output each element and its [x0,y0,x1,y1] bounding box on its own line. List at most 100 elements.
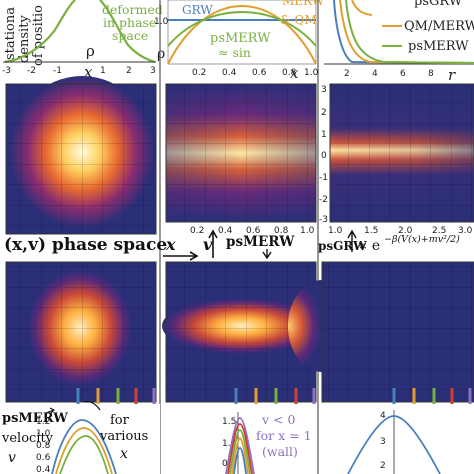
tick-label: 0 [321,151,327,161]
deformed-annotation-2: in phase [103,15,156,30]
heatmap-right-frame [329,83,474,223]
heatmap-left [5,76,157,235]
tick-label: 0.2 [192,68,206,78]
tick-label: 3 [321,85,327,95]
legend-qm-merw: QM/MERW [404,19,474,34]
x-label-left: x [84,63,93,81]
heatmap-lower-right [288,261,474,403]
bottom-left-curve-green [59,435,109,474]
top-left-plot: stationa density of positio deformed in … [2,0,163,81]
tick-label: 2.0 [398,226,413,236]
heatmap-right: 3 2 1 0 -1 -2 -3 1.0 1.5 2.0 2.5 3.0 [319,83,474,236]
top-right-x-ticks: 2 4 6 8 [344,69,434,79]
heatmap-left-frame [5,83,157,235]
v-arrow-label: v [203,235,213,254]
bottom-right-y-ticks: 4 3 2 [380,411,386,471]
psmerw-density-curve-top-left [4,0,156,64]
tick-label: 2 [126,66,132,76]
x-label-middle: x [290,64,299,82]
heatmap-lower-right-frame [321,261,474,403]
psmerw-curve-right [345,0,474,64]
tick-label: 1.2 [36,417,50,427]
bottom-left-curve-orange [55,427,113,474]
psmerw-caption: psMERW [226,234,295,250]
legend-swoosh [351,0,373,16]
tick-label: 0.6 [36,453,51,463]
tick-label: 0.6 [252,68,267,78]
heatmap-lower-left-frame [5,261,157,403]
bottom-left-y-ticks: 1.2 1.0 0.8 0.6 0.4 [36,417,51,474]
tick-label: -1 [53,66,62,76]
approx-sin-annotation: ≈ sin [218,45,251,60]
wall-note: v < 0 [261,412,295,427]
qm-merw-curve-right [339,0,474,64]
tick-label: 0.4 [218,226,233,236]
heatmap-right-x-ticks: 1.0 1.5 2.0 2.5 3.0 [328,226,473,236]
x-arrow-icon [163,251,199,261]
for-various-label-2: various [99,429,148,444]
stationary-density-label-2: density [17,15,32,63]
heatmap-middle-x-ticks: 0.2 0.4 0.6 0.8 1.0 [190,226,315,236]
pointer-arrow-icon [45,407,56,415]
legend-psmerw: psMERW [408,39,469,54]
tick-label: 4 [380,411,386,421]
heatmap-right-grid [330,84,474,222]
proportional-formula: ∝ e [358,238,380,254]
tick-label: 1.0 [36,429,51,439]
tick-label: 1.0 [328,226,343,236]
deformed-annotation-3: space [112,28,148,43]
stationary-density-label-3: of positio [31,5,46,66]
tick-label: 0.4 [36,465,51,474]
stationary-density-label: stationa [3,7,18,60]
tick-label: 6 [400,69,406,79]
heatmap-lower-right-grid [322,262,474,402]
psmerw-velocity-title: psMERW [2,411,68,426]
tick-label: 2 [321,108,327,118]
qm-merw-curve [167,4,317,65]
bottom-left-curve-blue [51,419,117,474]
bottom-right-plot: 4 3 2 [319,404,474,474]
tick-label: -3 [319,215,328,225]
tick-label: -2 [319,195,328,205]
tick-label: 4 [372,69,378,79]
y-tick-middle: 1.0 [154,17,169,27]
legend-psgrw: psGRW [414,0,463,9]
bottom-left-plot: psMERW velocity v 1.2 1.0 0.8 0.6 0.4 fo… [0,400,160,474]
tick-label: 0.6 [246,226,261,236]
rho-label-left: ρ [86,42,95,60]
tick-label: -3 [2,66,11,76]
wall-note-3: (wall) [262,444,298,459]
tick-label: 2 [344,69,350,79]
psmerw-curve-middle [167,10,317,47]
tick-label: -2 [27,66,36,76]
tick-label: 1.5 [364,226,378,236]
tick-label: 1 [100,66,106,76]
tick-label: 2.5 [432,226,446,236]
tick-label: 1.5 [222,417,236,427]
for-various-label: for [110,413,130,428]
tick-label: 3 [380,437,386,447]
velocity-label: velocity [1,431,54,446]
tick-label: 0.8 [274,226,289,236]
tick-label: 0.2 [190,226,204,236]
deformed-annotation: deformed [102,2,163,17]
caption-row: (x,v) phase space x v psMERW psGRW ∝ e −… [4,229,460,261]
legend-qm: & QM [280,13,317,27]
tick-label: 2 [380,461,386,471]
top-middle-plot: GRW MERW & QM psMERW ≈ sin ρ 1.0 x 0.2 0… [154,0,325,82]
pointer-curve-icon [83,400,101,411]
top-middle-x-ticks: 0.2 0.4 0.6 0.8 1.0 [192,68,319,78]
bottom-middle-curve-green [229,429,251,474]
rho-label-middle: ρ [157,46,165,62]
heatmap-middle: 0.2 0.4 0.6 0.8 1.0 [165,83,317,236]
psgrw-curve [333,0,474,64]
tick-label: 3.0 [458,226,473,236]
r-label: r [448,66,456,84]
heatmap-right-y-ticks: 3 2 1 0 -1 -2 -3 [319,85,328,225]
tick-label: -1 [319,173,328,183]
heatmap-lower-left-grid [6,262,156,402]
heatmap-middle-frame [165,83,317,223]
bottom-middle-curve-orange [231,437,249,474]
v-arrow-icon [208,229,218,258]
